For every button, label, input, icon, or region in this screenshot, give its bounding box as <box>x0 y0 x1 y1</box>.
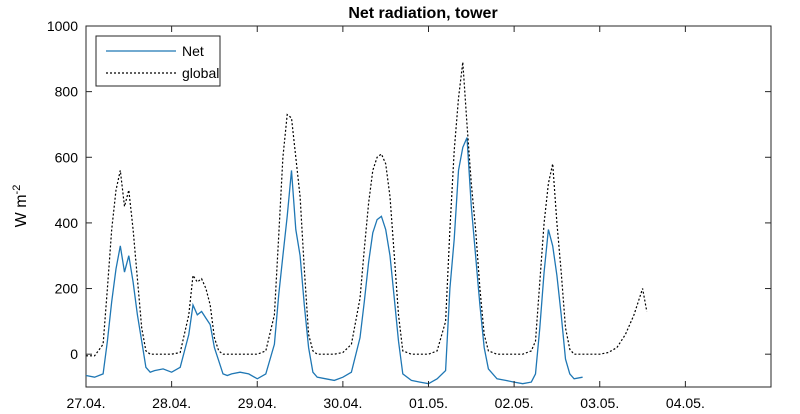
y-tick-label: 400 <box>55 215 79 231</box>
legend-label-global: global <box>182 65 219 81</box>
chart-title: Net radiation, tower <box>348 5 497 22</box>
y-tick-label: 1000 <box>47 18 78 34</box>
x-tick-label: 02.05. <box>495 395 534 411</box>
series-line-global <box>86 62 648 357</box>
y-axis-label: W m-2 <box>11 185 30 228</box>
y-axis: 0 200 400 600 800 1000 <box>47 18 771 362</box>
x-tick-label: 29.04. <box>238 395 277 411</box>
x-tick-label: 30.04. <box>323 395 362 411</box>
y-tick-label: 0 <box>70 346 78 362</box>
legend-box <box>95 35 221 87</box>
x-tick-label: 04.05. <box>666 395 705 411</box>
x-tick-label: 01.05. <box>409 395 448 411</box>
y-tick-label: 800 <box>55 84 79 100</box>
x-tick-label: 28.04. <box>152 395 191 411</box>
y-axis-label-exponent: -2 <box>11 185 23 195</box>
x-tick-label: 27.04. <box>67 395 106 411</box>
y-axis-label-unit: W m <box>13 194 30 227</box>
y-tick-label: 600 <box>55 149 79 165</box>
series-line-net <box>85 137 583 385</box>
y-tick-label: 200 <box>55 281 79 297</box>
x-axis: 27.04. 28.04. 29.04. 30.04. 01.05. 02.05. 03.0… <box>67 26 705 411</box>
legend: Net global <box>95 35 221 87</box>
legend-label-net: Net <box>182 43 204 59</box>
x-tick-label: 03.05. <box>580 395 619 411</box>
